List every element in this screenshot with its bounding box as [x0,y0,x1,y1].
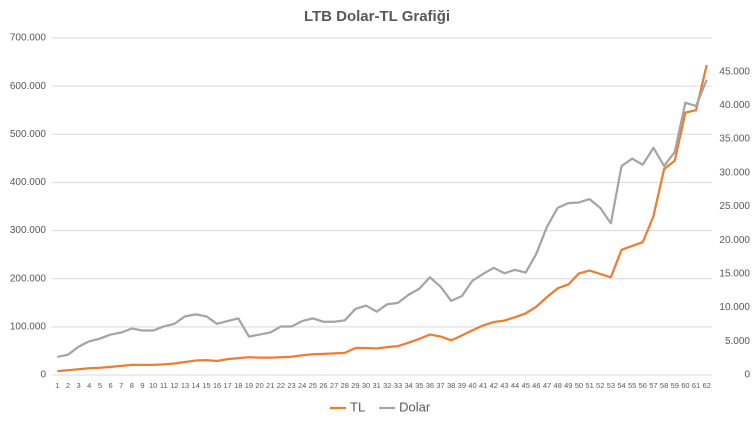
x-tick-label: 62 [703,381,711,390]
x-tick-label: 41 [479,381,487,390]
x-tick-label: 19 [245,381,253,390]
x-tick-label: 10 [149,381,157,390]
x-tick-label: 9 [140,381,144,390]
y-tick-label: 300.000 [10,225,47,236]
x-tick-label: 39 [458,381,466,390]
x-tick-label: 60 [681,381,689,390]
x-tick-label: 24 [298,381,306,390]
x-tick-label: 47 [543,381,551,390]
x-tick-label: 34 [404,381,412,390]
x-tick-label: 5 [98,381,102,390]
x-tick-label: 11 [160,381,168,390]
chart-title: LTB Dolar-TL Grafiği [304,8,450,25]
x-tick-label: 38 [447,381,455,390]
x-tick-label: 30 [362,381,370,390]
x-tick-label: 43 [500,381,508,390]
x-tick-label: 18 [234,381,242,390]
x-tick-label: 3 [77,381,81,390]
x-tick-label: 51 [585,381,593,390]
x-tick-label: 52 [596,381,604,390]
x-tick-label: 54 [617,381,625,390]
x-tick-label: 42 [490,381,498,390]
y2-tick-label: 20.000 [719,235,750,246]
x-tick-label: 25 [309,381,317,390]
y-tick-label: 400.000 [10,177,47,188]
y2-tick-label: 10.000 [719,302,750,313]
x-tick-label: 21 [266,381,274,390]
x-tick-label: 56 [639,381,647,390]
x-tick-label: 45 [522,381,530,390]
x-tick-label: 57 [649,381,657,390]
x-tick-label: 13 [181,381,189,390]
x-tick-label: 28 [341,381,349,390]
x-tick-label: 8 [130,381,134,390]
x-tick-label: 36 [426,381,434,390]
x-tick-label: 33 [394,381,402,390]
y-tick-label: 500.000 [10,129,47,140]
x-tick-label: 40 [468,381,476,390]
x-tick-label: 59 [671,381,679,390]
legend-label: TL [350,399,365,414]
x-tick-label: 50 [575,381,583,390]
x-tick-label: 12 [170,381,178,390]
x-tick-label: 26 [319,381,327,390]
x-tick-label: 4 [87,381,91,390]
series-line [57,79,708,358]
x-tick-label: 16 [213,381,221,390]
series-line [57,64,708,373]
x-tick-label: 58 [660,381,668,390]
x-tick-label: 20 [255,381,263,390]
x-tick-label: 2 [66,381,70,390]
x-tick-label: 17 [223,381,231,390]
y2-tick-label: 45.000 [719,66,750,77]
y2-tick-label: 35.000 [719,134,750,145]
x-tick-label: 6 [108,381,112,390]
y-tick-label: 100.000 [10,321,47,332]
x-tick-label: 44 [511,381,519,390]
x-tick-label: 46 [532,381,540,390]
x-tick-label: 61 [692,381,700,390]
y-tick-label: 0 [40,370,46,381]
x-tick-label: 48 [553,381,561,390]
y-tick-label: 700.000 [10,33,47,44]
y2-tick-label: 40.000 [719,100,750,111]
x-tick-label: 37 [436,381,444,390]
x-tick-label: 31 [373,381,381,390]
x-tick-label: 32 [383,381,391,390]
x-tick-label: 7 [119,381,123,390]
x-tick-label: 14 [192,381,200,390]
y-tick-label: 600.000 [10,81,47,92]
x-tick-label: 15 [202,381,210,390]
x-tick-label: 35 [415,381,423,390]
legend-label: Dolar [399,399,431,414]
x-tick-label: 22 [277,381,285,390]
y2-tick-label: 25.000 [719,201,750,212]
x-tick-label: 49 [564,381,572,390]
y2-tick-label: 15.000 [719,269,750,280]
y2-tick-label: 5.000 [725,336,750,347]
x-tick-label: 53 [607,381,615,390]
y2-tick-label: 30.000 [719,167,750,178]
x-tick-label: 29 [351,381,359,390]
x-tick-label: 27 [330,381,338,390]
x-tick-label: 23 [287,381,295,390]
x-tick-label: 1 [55,381,59,390]
y-tick-label: 200.000 [10,273,47,284]
y2-tick-label: 0 [744,370,750,381]
x-tick-label: 55 [628,381,636,390]
